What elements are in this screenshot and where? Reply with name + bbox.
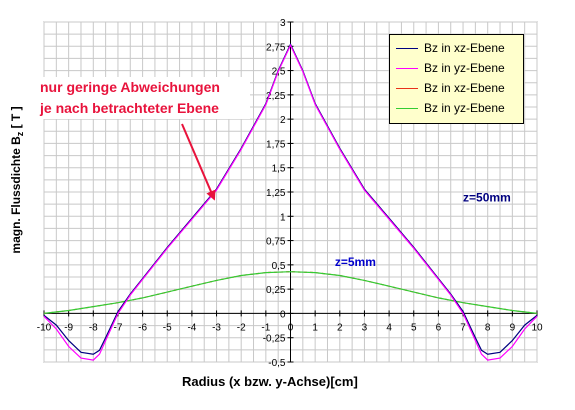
y-tick-label: 0,75 (266, 237, 286, 248)
series-layer (43, 42, 538, 361)
x-tick-label: -7 (113, 322, 122, 333)
y-tick-label: -0,5 (268, 358, 286, 369)
legend-item: Bz in yz-Ebene (390, 59, 525, 79)
legend-swatch (396, 108, 418, 109)
legend-swatch (396, 48, 418, 49)
x-tick-label: 8 (485, 322, 491, 333)
series-line (43, 43, 538, 361)
legend-label: Bz in xz-Ebene (424, 81, 505, 95)
x-tick-label: -1 (261, 322, 270, 333)
legend-label: Bz in xz-Ebene (424, 41, 505, 55)
y-tick-label: 1 (280, 212, 286, 223)
x-tick-label: 10 (531, 322, 543, 333)
callout-box: nur geringe Abweichungen je nach betrach… (40, 77, 250, 119)
y-axis-title-wrap: magn. Flussdichte Bz [ T ] (2, 80, 32, 280)
annotations: z=50mm z=5mm (335, 191, 511, 269)
y-axis-title-main: magn. Flussdichte B (8, 136, 23, 254)
legend-swatch (396, 88, 418, 89)
y-tick-label: 2,25 (266, 91, 286, 102)
annotation-label: z=50mm (463, 191, 511, 205)
x-tick-label: 1 (312, 322, 318, 333)
legend-item: Bz in yz-Ebene (390, 99, 525, 119)
y-tick-label: 1,75 (266, 139, 286, 150)
legend-item: Bz in xz-Ebene (390, 79, 525, 99)
annotation-label: z=5mm (335, 255, 376, 269)
x-tick-label: -9 (64, 322, 73, 333)
y-tick-label: 2,5 (272, 67, 286, 78)
x-tick-label: 3 (362, 322, 368, 333)
x-tick-label: 9 (510, 322, 516, 333)
x-tick-label: -5 (163, 322, 172, 333)
x-tick-label: 5 (411, 322, 417, 333)
y-tick-label: 2,75 (266, 42, 286, 53)
x-tick-label: -2 (237, 322, 246, 333)
y-tick-label: -0,25 (263, 334, 286, 345)
y-axis-title-unit: [ T ] (8, 106, 23, 132)
y-tick-label: 0 (280, 309, 286, 320)
x-tick-label: -6 (138, 322, 147, 333)
legend-swatch (396, 68, 418, 69)
y-tick-label: 2 (280, 115, 286, 126)
y-tick-label: 0,25 (266, 285, 286, 296)
x-tick-label: 7 (460, 322, 466, 333)
y-axis-title-sub: z (15, 131, 26, 137)
callout-arrow (181, 123, 216, 201)
y-axis-title: magn. Flussdichte Bz [ T ] (9, 106, 25, 253)
y-tick-label: 1,25 (266, 188, 286, 199)
x-tick-label: -4 (187, 322, 196, 333)
x-tick-label: 2 (337, 322, 343, 333)
callout-line-1: nur geringe Abweichungen (40, 79, 220, 95)
x-tick-label: 4 (386, 322, 392, 333)
legend-item: Bz in xz-Ebene (390, 39, 525, 59)
y-tick-label: 0,5 (272, 261, 286, 272)
y-tick-label: 1,5 (272, 164, 286, 175)
x-tick-label: -8 (89, 322, 98, 333)
y-tick-label: 3 (280, 18, 286, 29)
x-tick-label: 0 (288, 322, 294, 333)
axes: -10 -9 -8 -7 -6 -5 -4 -3 -2 -1 0 1 2 3 4 5 6 7 8 9 10-0,5-0,… (37, 18, 543, 369)
x-tick-label: -10 (37, 322, 52, 333)
callout-line-2: je nach betrachteter Ebene (40, 100, 219, 116)
legend-label: Bz in yz-Ebene (424, 61, 505, 75)
legend: Bz in xz-Ebene Bz in yz-Ebene Bz in xz-E… (389, 34, 524, 124)
x-tick-label: -3 (212, 322, 221, 333)
x-axis-title: Radius (x bzw. y-Achse)[cm] (182, 374, 358, 389)
legend-label: Bz in yz-Ebene (424, 101, 505, 115)
x-tick-label: 6 (436, 322, 442, 333)
